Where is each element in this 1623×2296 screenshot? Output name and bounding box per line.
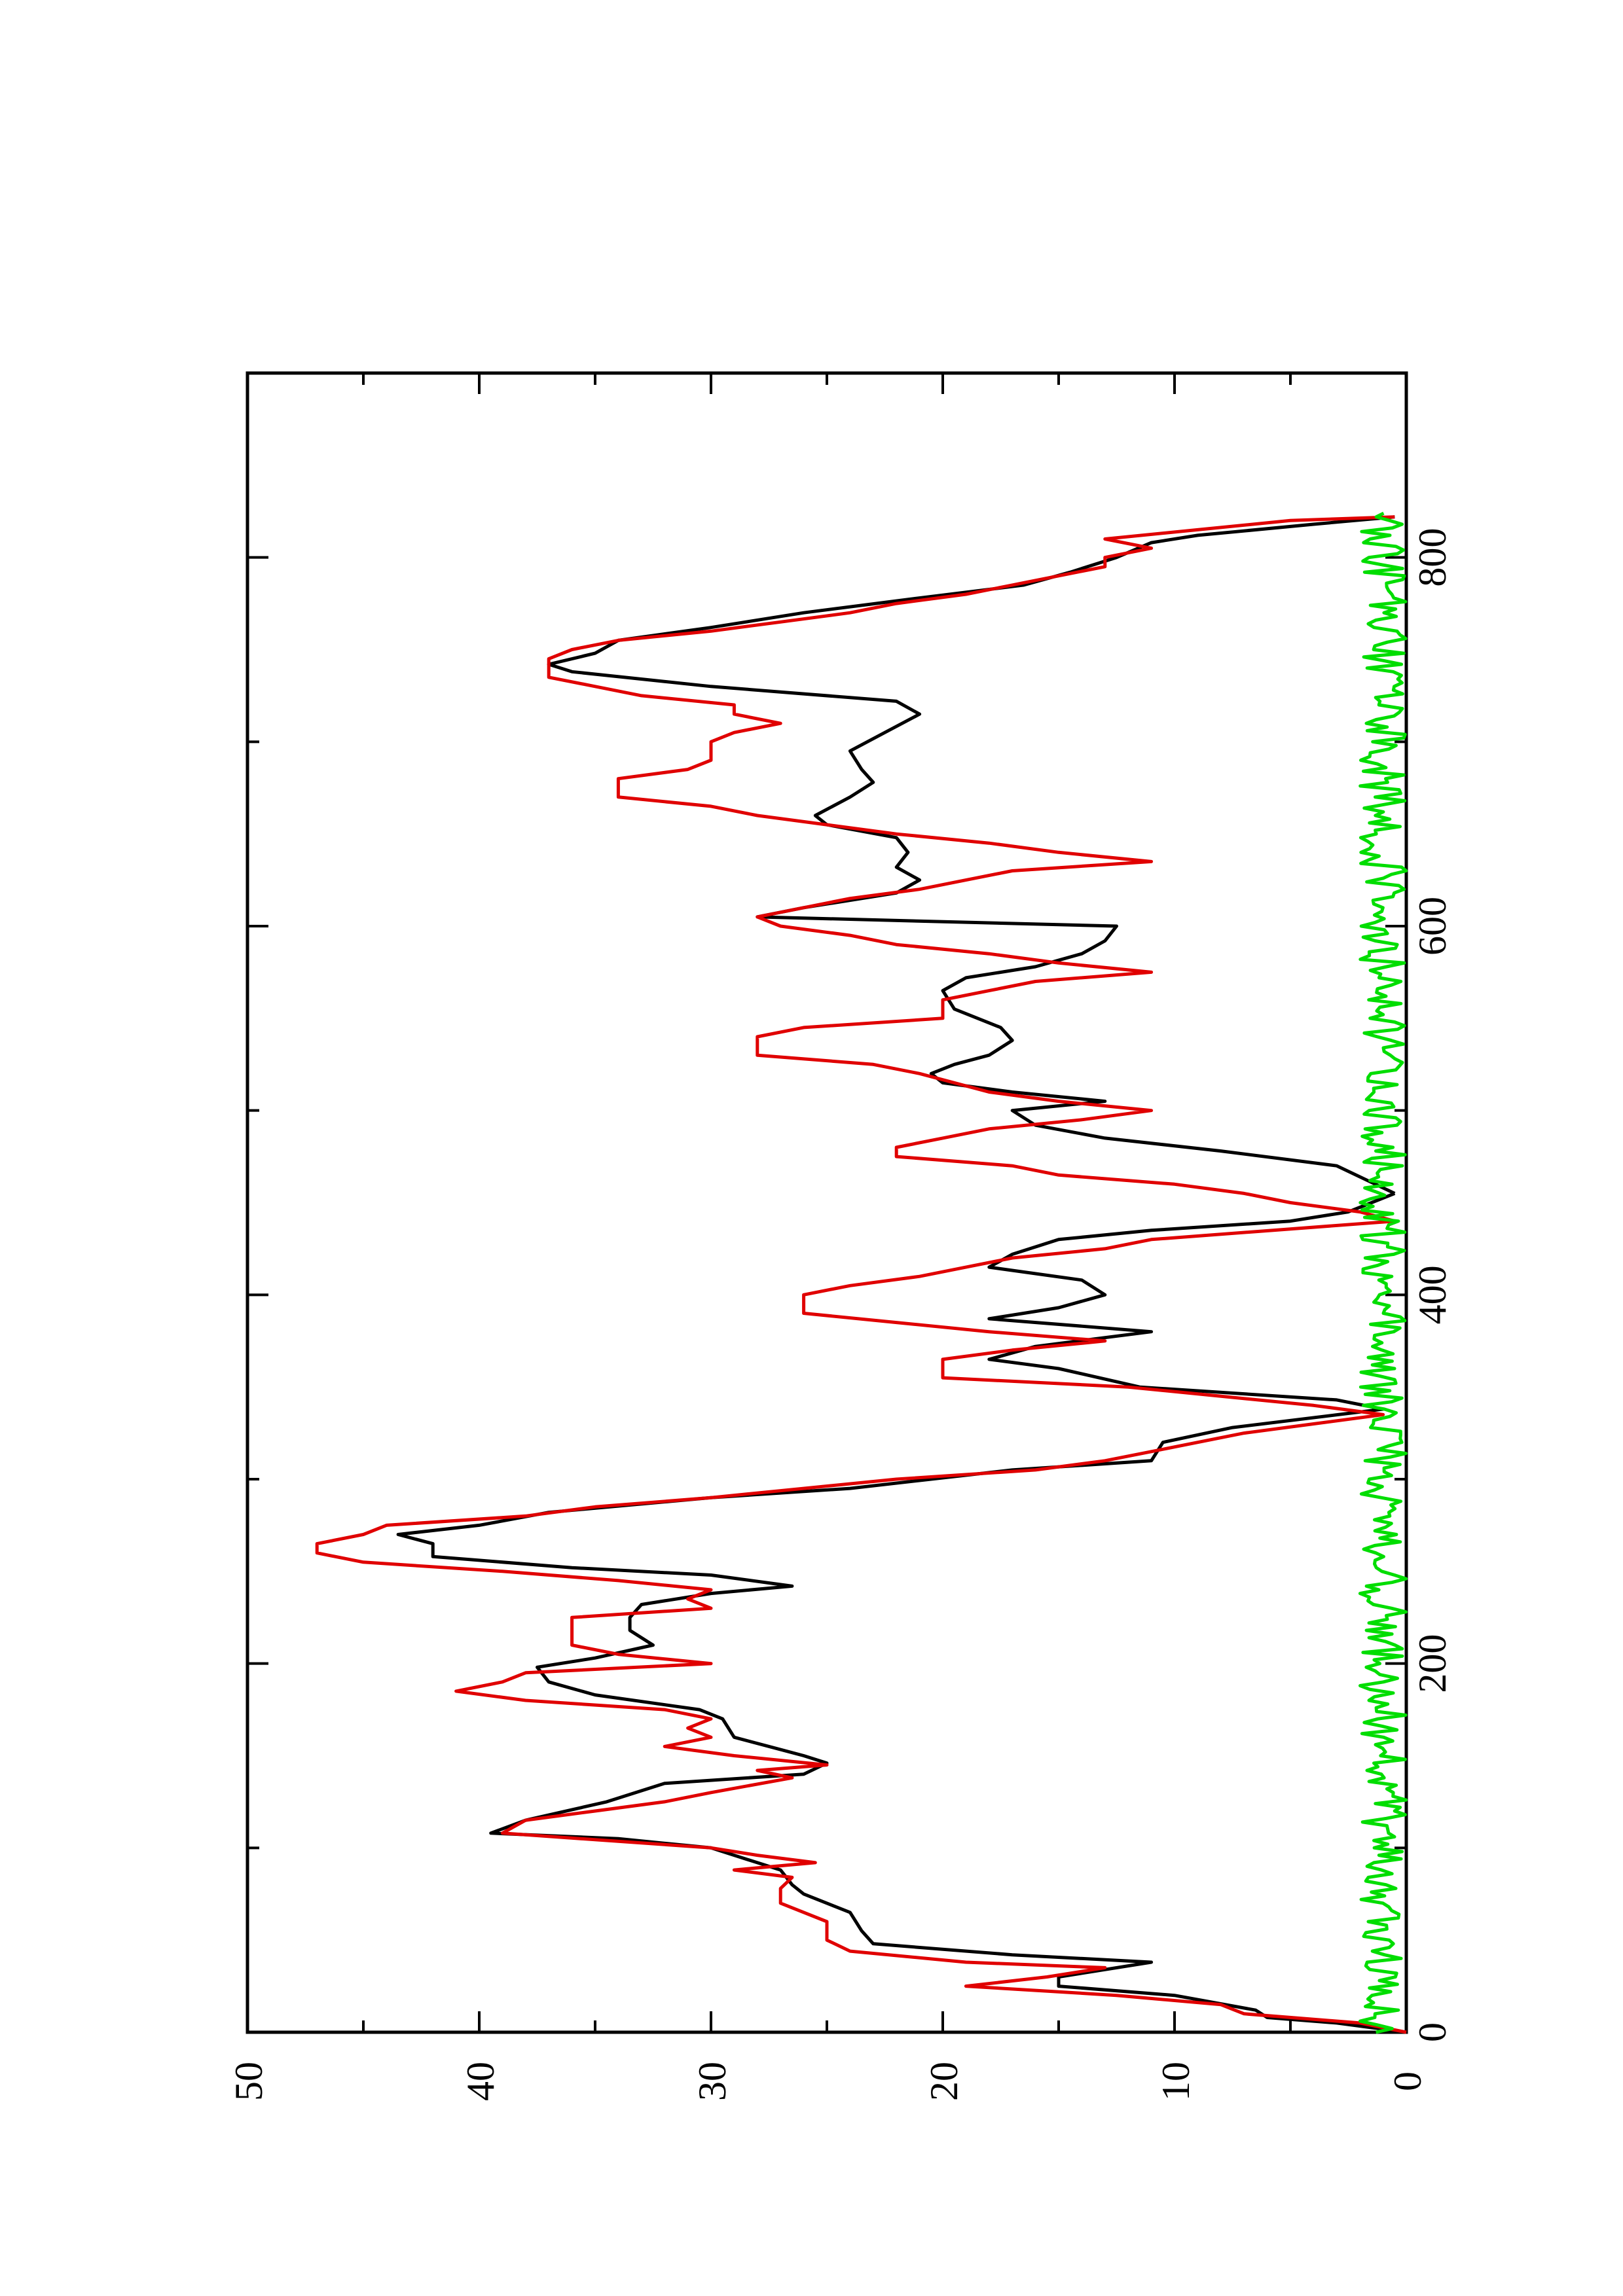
x-tick-label: 0 (1411, 2022, 1454, 2042)
x-tick-label: 200 (1411, 1634, 1454, 1693)
y-tick-label: 20 (922, 2062, 966, 2101)
series-line-2 (315, 515, 1407, 2034)
y-tick-label: 30 (691, 2062, 734, 2101)
y-tick-label: 0 (1386, 2072, 1429, 2091)
series-line-3 (1358, 511, 1408, 2034)
series-line-1 (547, 515, 1396, 1195)
y-tick-label: 50 (227, 2062, 270, 2101)
y-tick-label: 40 (459, 2062, 502, 2101)
ticks: 0 200 400 600 800 0 10 20 30 40 50 (227, 372, 1454, 2101)
plot-frame (246, 371, 1408, 2034)
series-layer (315, 511, 1408, 2034)
x-tick-label: 800 (1411, 528, 1454, 587)
x-tick-label: 400 (1411, 1265, 1454, 1324)
y-tick-label: 10 (1154, 2062, 1197, 2101)
series-line-0 (396, 1192, 1407, 2034)
x-tick-label: 600 (1411, 897, 1454, 956)
